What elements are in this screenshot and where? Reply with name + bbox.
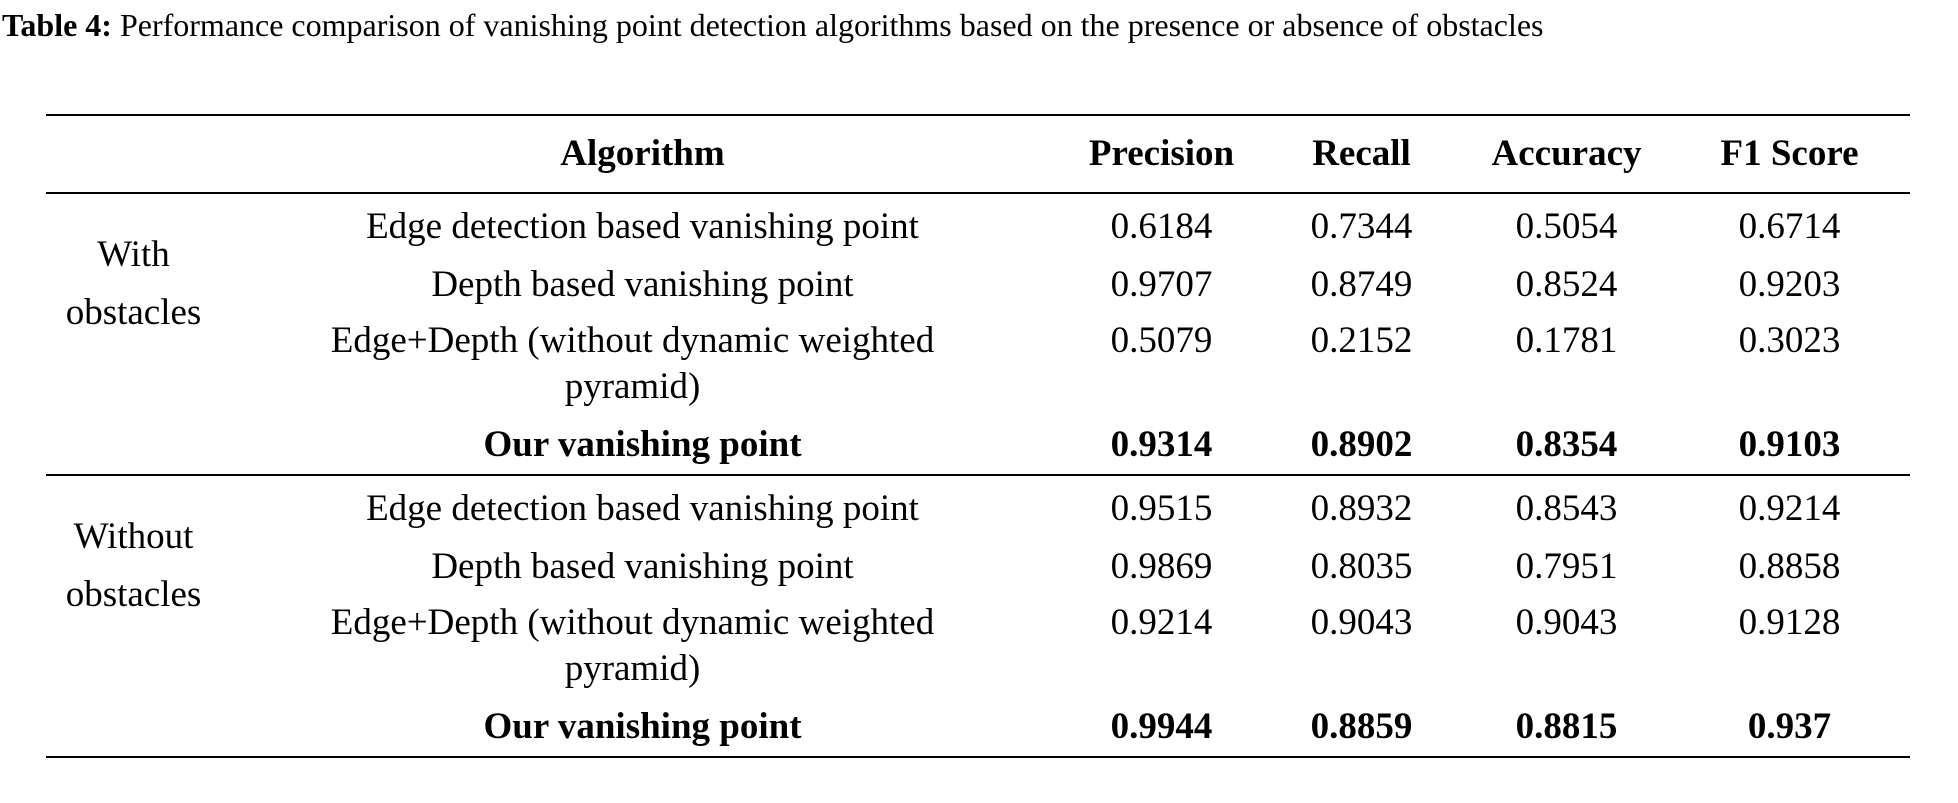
table-row: Our vanishing point 0.9944 0.8859 0.8815…	[46, 698, 1910, 758]
header-algorithm: Algorithm	[221, 114, 1064, 194]
algorithm-cell: Edge detection based vanishing point	[366, 206, 919, 247]
header-accuracy: Accuracy	[1464, 114, 1669, 194]
header-row: Algorithm Precision Recall Accuracy F1 S…	[46, 114, 1910, 194]
caption-text: Performance comparison of vanishing poin…	[111, 7, 1544, 43]
algorithm-cell: Edge detection based vanishing point	[366, 488, 919, 529]
precision-cell: 0.9214	[1110, 602, 1213, 643]
accuracy-cell: 0.8815	[1464, 698, 1669, 758]
precision-cell: 0.9944	[1064, 698, 1259, 758]
f1-cell: 0.6714	[1738, 206, 1841, 247]
algorithm-cell: Depth based vanishing point	[431, 546, 854, 587]
recall-cell: 0.9043	[1310, 602, 1413, 643]
algorithm-cell: Edge+Depth (without dynamic weighted pyr…	[330, 320, 935, 407]
header-group	[46, 114, 221, 194]
algorithm-cell: Our vanishing point	[221, 698, 1064, 758]
accuracy-cell: 0.8524	[1515, 264, 1618, 305]
f1-cell: 0.9103	[1669, 416, 1910, 476]
algorithm-cell: Edge+Depth (without dynamic weighted pyr…	[330, 602, 935, 689]
recall-cell: 0.8749	[1310, 264, 1413, 305]
accuracy-cell: 0.5054	[1515, 206, 1618, 247]
group-label-with-obstacles: With obstacles	[46, 193, 221, 476]
header-f1-score: F1 Score	[1669, 114, 1910, 194]
table-row: Without obstacles Edge detection based v…	[46, 475, 1910, 758]
group-label-without-obstacles: Without obstacles	[46, 475, 221, 758]
f1-cell: 0.9203	[1738, 264, 1841, 305]
precision-cell: 0.9869	[1110, 546, 1213, 587]
precision-cell: 0.6184	[1110, 206, 1213, 247]
header-recall: Recall	[1259, 114, 1464, 194]
group-label-line1: With	[97, 234, 170, 275]
recall-cell: 0.8902	[1259, 416, 1464, 476]
table-row: Depth based vanishing point 0.9707 0.874…	[46, 256, 1910, 314]
f1-cell: 0.937	[1669, 698, 1910, 758]
group-label-line2: obstacles	[65, 574, 202, 615]
algorithm-cell: Depth based vanishing point	[431, 264, 854, 305]
algorithm-cell: Our vanishing point	[221, 416, 1064, 476]
accuracy-cell: 0.1781	[1515, 320, 1618, 361]
recall-cell: 0.8859	[1259, 698, 1464, 758]
f1-cell: 0.9214	[1738, 488, 1841, 529]
accuracy-cell: 0.8543	[1515, 488, 1618, 529]
accuracy-cell: 0.9043	[1515, 602, 1618, 643]
header-precision: Precision	[1064, 114, 1259, 194]
table-row: Edge+Depth (without dynamic weighted pyr…	[46, 596, 1910, 698]
recall-cell: 0.2152	[1310, 320, 1413, 361]
precision-cell: 0.5079	[1110, 320, 1213, 361]
precision-cell: 0.9314	[1064, 416, 1259, 476]
table-row: Edge+Depth (without dynamic weighted pyr…	[46, 314, 1910, 416]
caption-label: Table 4:	[2, 7, 112, 43]
group-label-line2: obstacles	[65, 292, 202, 333]
f1-cell: 0.8858	[1738, 546, 1841, 587]
table-row: Depth based vanishing point 0.9869 0.803…	[46, 538, 1910, 596]
f1-cell: 0.9128	[1738, 602, 1841, 643]
recall-cell: 0.8932	[1310, 488, 1413, 529]
table-row: Our vanishing point 0.9314 0.8902 0.8354…	[46, 416, 1910, 476]
recall-cell: 0.8035	[1310, 546, 1413, 587]
results-table: Algorithm Precision Recall Accuracy F1 S…	[46, 114, 1910, 758]
f1-cell: 0.3023	[1738, 320, 1841, 361]
group-label-line1: Without	[73, 516, 194, 557]
precision-cell: 0.9707	[1110, 264, 1213, 305]
accuracy-cell: 0.8354	[1464, 416, 1669, 476]
accuracy-cell: 0.7951	[1515, 546, 1618, 587]
recall-cell: 0.7344	[1310, 206, 1413, 247]
precision-cell: 0.9515	[1110, 488, 1213, 529]
table-caption: Table 4: Performance comparison of vanis…	[2, 2, 1956, 48]
table-row: With obstacles Edge detection based vani…	[46, 193, 1910, 476]
